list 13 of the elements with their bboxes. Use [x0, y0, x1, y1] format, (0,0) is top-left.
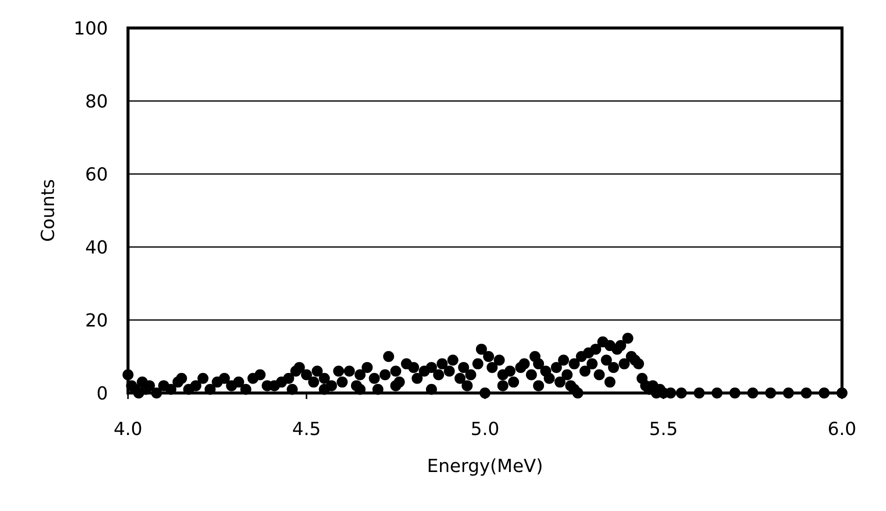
x-tick-label: 5.0	[470, 419, 500, 440]
x-tick-label: 4.5	[292, 419, 321, 440]
y-tick-label: 80	[85, 91, 108, 112]
y-axis-title: Counts	[38, 179, 59, 242]
x-axis-title: Energy(MeV)	[427, 456, 543, 477]
y-tick-label: 20	[85, 310, 108, 332]
y-tick-label: 0	[96, 383, 108, 404]
x-tick-label: 4.0	[114, 419, 142, 440]
y-tick-label: 40	[85, 237, 108, 258]
y-tick-label: 100	[74, 18, 108, 40]
x-tick-label: 5.5	[649, 419, 678, 440]
y-tick-label: 60	[85, 164, 108, 186]
x-tick-label: 6.0	[828, 419, 856, 440]
